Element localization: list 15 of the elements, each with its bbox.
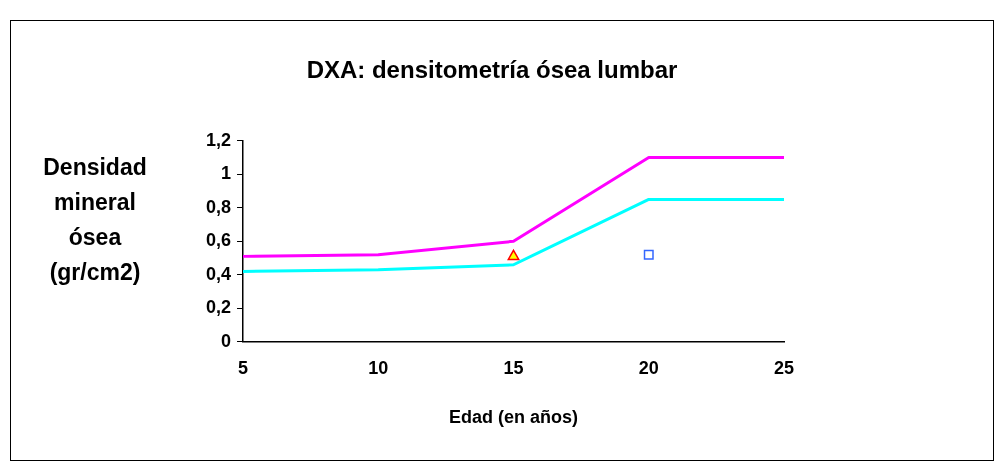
x-tick-label: 25 <box>773 357 795 378</box>
x-tick-label: 20 <box>638 357 659 378</box>
chart-title: DXA: densitometría ósea lumbar <box>306 56 678 84</box>
x-tick-label: 5 <box>238 357 249 378</box>
y-tick-label: 1 <box>221 163 232 184</box>
y-tick-label: 0,2 <box>205 297 232 318</box>
y-tick-label: 1,2 <box>205 129 232 150</box>
y-axis-title: Densidad mineral ósea (gr/cm2) <box>43 153 147 287</box>
y-tick-label: 0,4 <box>205 263 232 284</box>
y-tick-label: 0,8 <box>205 196 232 217</box>
y-tick-label: 0 <box>221 330 232 351</box>
x-tick-label: 15 <box>503 357 524 378</box>
y-tick-label: 0,6 <box>205 230 232 251</box>
x-axis-title: Edad (en años) <box>449 407 579 428</box>
x-tick-label: 10 <box>368 357 389 378</box>
